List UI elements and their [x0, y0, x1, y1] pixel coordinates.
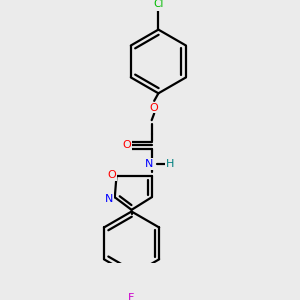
- Text: N: N: [145, 159, 153, 169]
- Text: Cl: Cl: [153, 0, 164, 10]
- Text: N: N: [105, 194, 113, 204]
- Text: O: O: [107, 169, 116, 180]
- Text: O: O: [150, 103, 159, 112]
- Text: F: F: [128, 293, 135, 300]
- Text: H: H: [166, 159, 174, 169]
- Text: O: O: [122, 140, 131, 150]
